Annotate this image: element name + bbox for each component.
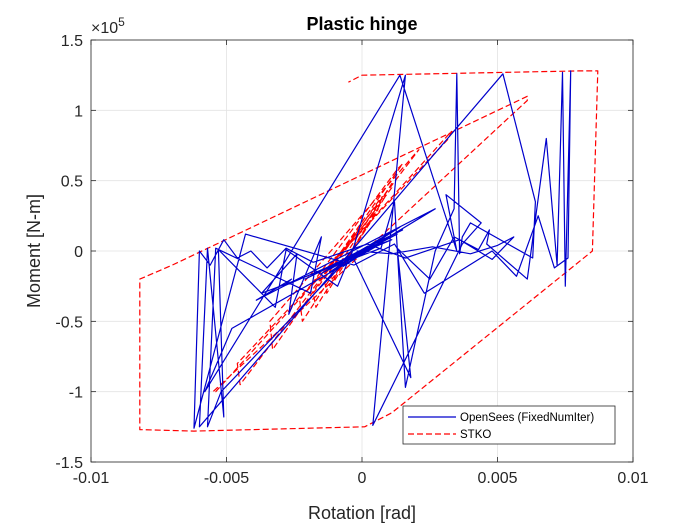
x-axis-label: Rotation [rad] [308, 503, 416, 523]
x-tick-label: 0.005 [477, 470, 517, 487]
legend-label-opensees: OpenSees (FixedNumIter) [460, 412, 594, 424]
y-tick-label: 1 [74, 103, 83, 120]
y-tick-label: 1.5 [61, 33, 83, 50]
axis-ticks: -0.01 -0.005 0 0.005 0.01 -1.5 -1 -0.5 0 0.5 1 1.5 [55, 33, 648, 487]
y-tick-label: 0 [74, 244, 83, 261]
y-tick-label: -1 [69, 385, 83, 402]
y-tick-label: -0.5 [55, 314, 83, 331]
y-exponent-label: ×105 [91, 15, 125, 37]
legend-box [402, 405, 616, 445]
series-layer [139, 70, 599, 432]
legend: OpenSees (FixedNumIter) STKO [402, 405, 616, 445]
x-tick-label: 0 [358, 470, 367, 487]
legend-label-stko: STKO [460, 429, 491, 441]
series-line-stko [139, 70, 599, 432]
x-tick-label: -0.005 [204, 470, 249, 487]
x-tick-label: -0.01 [73, 470, 110, 487]
series-line-opensees [193, 70, 572, 429]
chart-title: Plastic hinge [306, 14, 417, 34]
y-tick-label: 0.5 [61, 174, 83, 191]
y-axis-label: Moment [N-m] [24, 194, 44, 308]
x-tick-label: 0.01 [617, 470, 648, 487]
y-tick-label: -1.5 [55, 455, 83, 472]
